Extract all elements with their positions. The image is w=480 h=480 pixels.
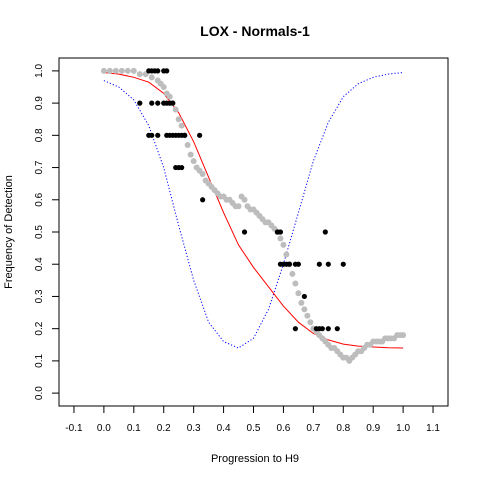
- gray-point: [292, 280, 299, 287]
- gray-point: [187, 151, 194, 158]
- gray-point: [298, 299, 305, 306]
- gray-point: [307, 319, 314, 326]
- y-tick-label: 0.6: [34, 192, 45, 206]
- y-tick-label: 0.8: [34, 128, 45, 142]
- gray-point: [283, 251, 290, 258]
- black-point: [149, 132, 155, 138]
- black-point: [295, 261, 301, 267]
- gray-point: [184, 142, 191, 148]
- red-fit-curve: [103, 72, 404, 349]
- black-point: [277, 229, 284, 235]
- x-tick-label: 0.8: [336, 423, 350, 434]
- x-axis: -0.1 0.0 0.1 0.2 0.3 0.4 0.5 0.6 0.7 0.8 0.9 1.0 1.1: [65, 406, 440, 434]
- black-points-series: [137, 68, 346, 332]
- gray-point: [241, 196, 248, 203]
- gray-point: [148, 74, 155, 81]
- black-point: [292, 326, 298, 332]
- black-point: [286, 261, 293, 267]
- black-point: [316, 261, 322, 267]
- gray-point: [178, 122, 185, 129]
- gray-point: [295, 290, 302, 297]
- x-tick-label: 1.1: [426, 423, 440, 434]
- y-tick-label: 1.0: [34, 64, 45, 78]
- y-tick-label: 0.9: [34, 96, 45, 110]
- gray-point: [136, 71, 143, 78]
- y-axis: 0.0 0.1 0.2 0.3 0.4 0.5 0.6 0.7 0.8 0.9 1.0: [34, 64, 59, 400]
- blue-curve-path: [103, 72, 404, 349]
- black-point: [164, 68, 170, 74]
- black-point: [149, 100, 155, 106]
- y-tick-label: 0.7: [34, 160, 45, 174]
- black-point: [179, 164, 185, 171]
- x-tick-label: 0.2: [157, 423, 171, 434]
- black-point: [200, 197, 206, 203]
- gray-point: [400, 332, 407, 339]
- x-tick-label: 0.5: [247, 423, 261, 434]
- black-point: [325, 326, 331, 332]
- gray-point: [301, 306, 308, 313]
- black-point: [155, 68, 161, 74]
- gray-point: [160, 84, 167, 90]
- black-point: [241, 229, 248, 235]
- gray-point: [112, 67, 119, 74]
- gray-point: [289, 270, 296, 277]
- y-tick-label: 0.5: [34, 225, 45, 239]
- gray-points-series: [100, 67, 407, 364]
- y-tick-label: 0.3: [34, 289, 45, 303]
- black-point: [301, 293, 307, 300]
- black-point: [340, 261, 346, 267]
- x-tick-label: 0.4: [217, 423, 231, 434]
- black-point: [137, 100, 143, 106]
- black-point: [182, 132, 188, 138]
- y-tick-label: 0.4: [34, 257, 45, 271]
- y-tick-label: 0.2: [34, 321, 45, 335]
- x-tick-label: 0.6: [276, 423, 290, 434]
- gray-point: [199, 171, 206, 177]
- gray-point: [166, 93, 173, 100]
- x-tick-label: 0.3: [187, 423, 201, 434]
- gray-point: [124, 67, 131, 74]
- black-point: [155, 132, 161, 138]
- x-tick-label: 0.0: [97, 423, 111, 434]
- x-tick-label: 0.9: [366, 423, 380, 434]
- x-tick-label: 1.0: [396, 423, 410, 434]
- gray-point: [172, 106, 179, 113]
- x-axis-label: Progression to H9: [211, 453, 299, 465]
- chart-title: LOX - Normals-1: [200, 23, 310, 39]
- gray-point: [190, 158, 197, 165]
- gray-point: [118, 67, 125, 74]
- x-tick-label: 0.7: [306, 423, 320, 434]
- black-point: [319, 326, 325, 332]
- gray-point: [235, 203, 242, 210]
- black-point: [170, 100, 176, 106]
- gray-point: [100, 67, 107, 74]
- y-tick-label: 0.0: [34, 386, 45, 400]
- y-axis-label: Frequency of Detection: [3, 175, 15, 289]
- y-tick-label: 0.1: [34, 354, 45, 368]
- black-point: [322, 229, 328, 235]
- black-point: [334, 326, 340, 332]
- plot-frame: [58, 57, 449, 407]
- red-curve-path: [103, 72, 404, 349]
- x-tick-label: 0.1: [127, 423, 141, 434]
- gray-point: [130, 67, 137, 74]
- black-point: [155, 100, 161, 106]
- gray-point: [277, 235, 284, 242]
- gray-point: [106, 67, 113, 74]
- black-point: [325, 261, 331, 267]
- gray-point: [280, 241, 287, 248]
- black-point: [197, 132, 203, 138]
- gray-point: [175, 116, 182, 123]
- x-tick-label: -0.1: [65, 423, 83, 434]
- gray-point: [304, 312, 311, 319]
- blue-dotted-curve: [103, 72, 404, 349]
